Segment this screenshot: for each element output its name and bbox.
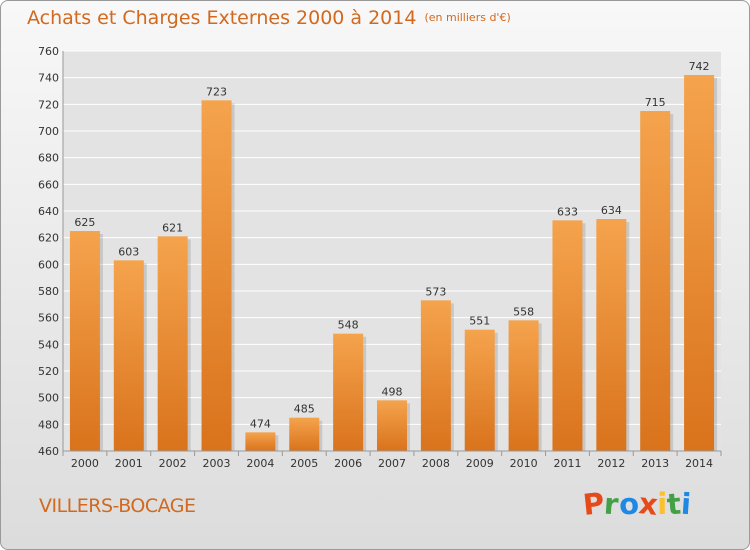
bar-value-label: 474 xyxy=(250,417,271,430)
x-tick-label: 2010 xyxy=(510,457,538,470)
y-tick-label: 720 xyxy=(38,98,59,111)
y-tick-label: 560 xyxy=(38,312,59,325)
y-tick-label: 740 xyxy=(38,72,59,85)
x-tick-label: 2005 xyxy=(290,457,318,470)
x-tick-label: 2013 xyxy=(641,457,669,470)
bar-value-label: 558 xyxy=(513,305,534,318)
bar xyxy=(69,231,100,451)
y-tick-label: 760 xyxy=(38,45,59,58)
bar xyxy=(333,333,364,451)
x-tick-label: 2001 xyxy=(115,457,143,470)
bar xyxy=(113,260,144,451)
x-tick-label: 2012 xyxy=(597,457,625,470)
chart-title-text: Achats et Charges Externes 2000 à 2014 xyxy=(27,7,417,29)
bar xyxy=(640,111,671,451)
chart-title: Achats et Charges Externes 2000 à 2014 (e… xyxy=(27,7,511,29)
bar-value-label: 485 xyxy=(294,403,315,416)
x-tick-label: 2014 xyxy=(685,457,713,470)
bar-value-label: 551 xyxy=(469,315,490,328)
x-tick-label: 2008 xyxy=(422,457,450,470)
bar xyxy=(420,300,451,451)
x-tick-label: 2011 xyxy=(553,457,581,470)
bar-value-label: 573 xyxy=(425,285,446,298)
y-tick-label: 700 xyxy=(38,125,59,138)
bar xyxy=(245,432,276,451)
y-tick-label: 460 xyxy=(38,445,59,458)
bar-value-label: 633 xyxy=(557,205,578,218)
bar xyxy=(201,100,232,451)
x-tick-label: 2006 xyxy=(334,457,362,470)
commune-name: VILLERS-BOCAGE xyxy=(39,495,196,517)
y-tick-label: 680 xyxy=(38,152,59,165)
y-tick-label: 520 xyxy=(38,365,59,378)
x-tick-label: 2007 xyxy=(378,457,406,470)
bar-value-label: 548 xyxy=(338,319,359,332)
bar xyxy=(508,320,539,451)
proxiti-logo: Proxiti xyxy=(581,486,693,522)
logo-letter: i xyxy=(679,486,693,522)
logo-letter: i xyxy=(657,487,668,521)
bar-value-label: 621 xyxy=(162,221,183,234)
bar-value-label: 742 xyxy=(689,60,710,73)
x-tick-label: 2000 xyxy=(71,457,99,470)
y-tick-label: 640 xyxy=(38,205,59,218)
y-tick-label: 580 xyxy=(38,285,59,298)
bar-value-label: 723 xyxy=(206,85,227,98)
x-tick-label: 2002 xyxy=(159,457,187,470)
y-tick-label: 620 xyxy=(38,232,59,245)
bar-value-label: 634 xyxy=(601,204,622,217)
bar xyxy=(596,219,627,451)
y-tick-label: 480 xyxy=(38,418,59,431)
logo-letter: o xyxy=(617,486,640,522)
chart-unit-note: (en milliers d'€) xyxy=(424,11,511,24)
bar xyxy=(464,329,495,451)
y-tick-label: 540 xyxy=(38,338,59,351)
x-tick-label: 2004 xyxy=(246,457,274,470)
y-tick-label: 600 xyxy=(38,258,59,271)
bar xyxy=(157,236,188,451)
bar xyxy=(552,220,583,451)
y-tick-label: 660 xyxy=(38,178,59,191)
bar-value-label: 715 xyxy=(645,96,666,109)
y-tick-label: 500 xyxy=(38,392,59,405)
bar-value-label: 603 xyxy=(118,245,139,258)
logo-letter: x xyxy=(636,486,659,522)
bar xyxy=(684,75,715,451)
bar xyxy=(377,400,407,451)
x-tick-label: 2003 xyxy=(203,457,231,470)
bar-value-label: 498 xyxy=(382,385,403,398)
bar-value-label: 625 xyxy=(74,216,95,229)
x-tick-label: 2009 xyxy=(466,457,494,470)
bar xyxy=(289,417,320,451)
